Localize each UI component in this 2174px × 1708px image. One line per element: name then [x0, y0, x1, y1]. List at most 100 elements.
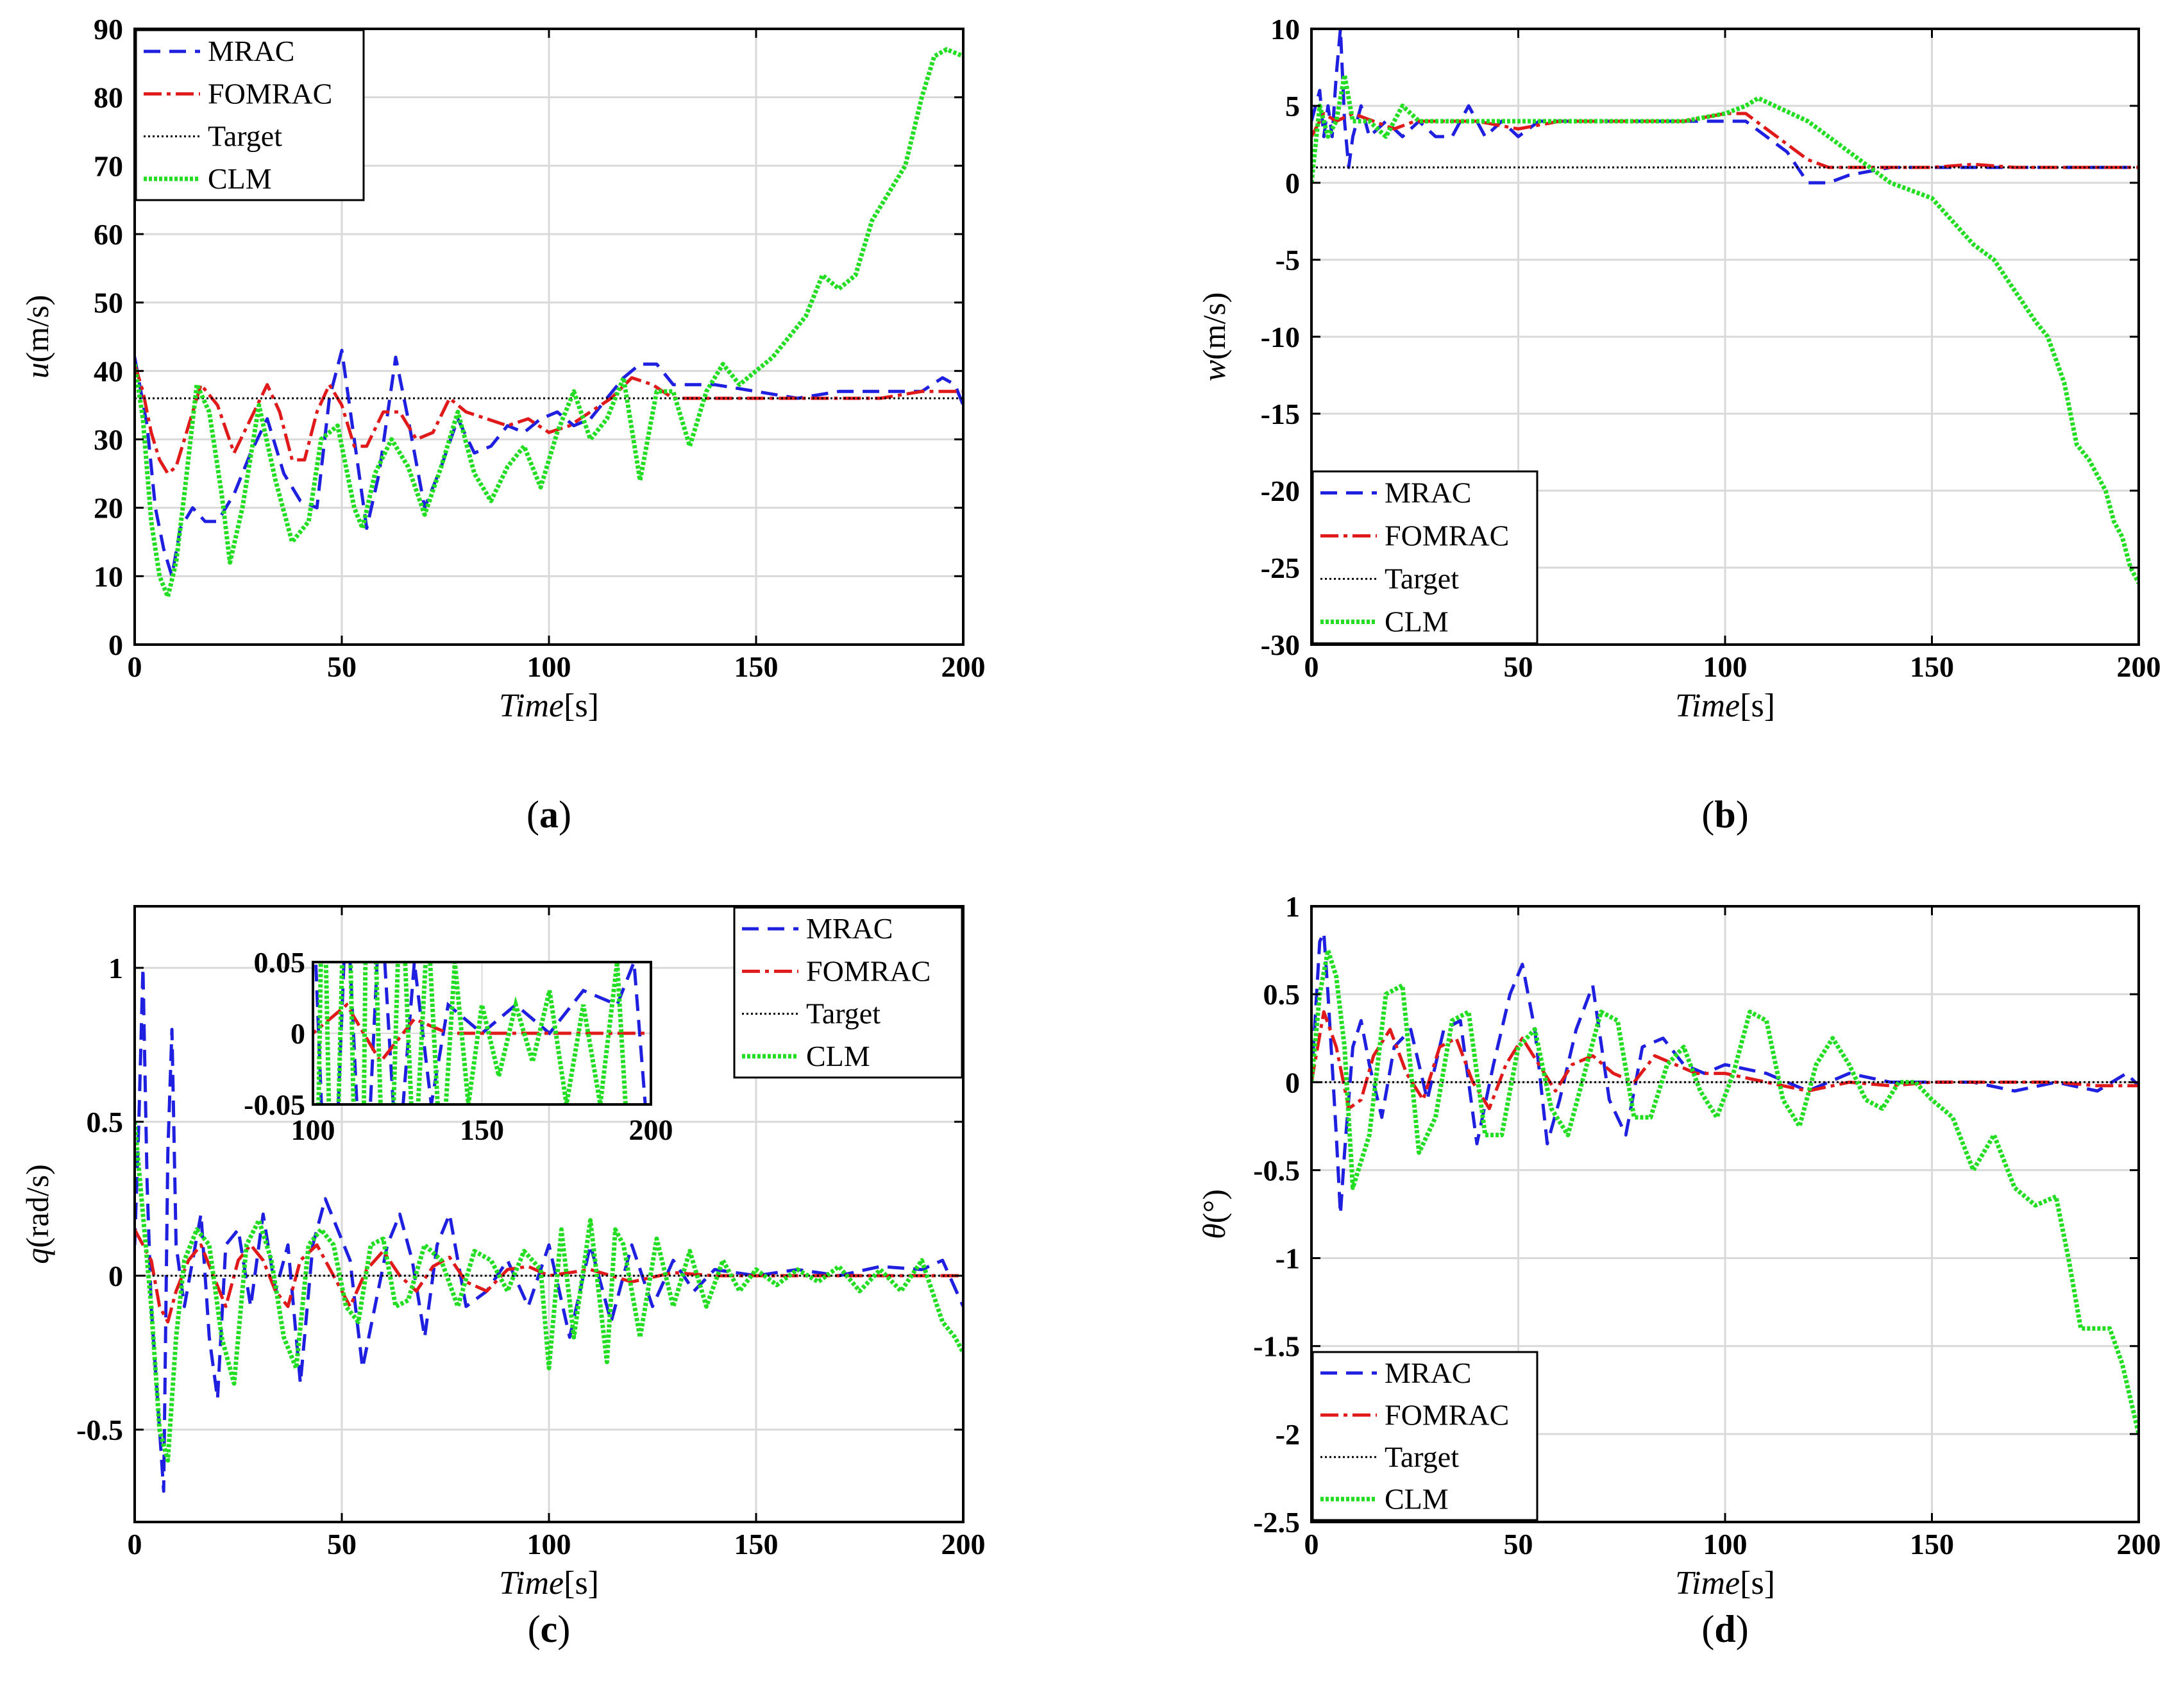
y-tick-label: 80	[94, 81, 123, 114]
y-axis-label-unit: (m/s)	[19, 295, 55, 363]
y-tick-label: -1.5	[1253, 1330, 1300, 1363]
series-group	[1311, 29, 2139, 584]
y-tick-label: -2	[1276, 1418, 1300, 1451]
y-axis-label-var: θ	[1196, 1223, 1232, 1239]
x-tick-label: 0	[1304, 650, 1319, 683]
series-line-mrac	[135, 966, 963, 1493]
series-group	[1311, 931, 2139, 1435]
legend: MRAC FOMRAC Target CLM	[1311, 1351, 1538, 1521]
panel-label-letter: b	[1714, 793, 1735, 836]
x-tick-label: 150	[1910, 1528, 1954, 1560]
x-tick-label: 100	[1703, 650, 1748, 683]
series-line-mrac	[1311, 29, 2139, 185]
legend-label-mrac: MRAC	[806, 912, 893, 945]
x-tick-label: 150	[734, 650, 779, 683]
x-axis-label-var: Time	[499, 1565, 564, 1602]
y-axis-label: w(m/s)	[1196, 292, 1232, 382]
legend: MRAC FOMRAC Target CLM	[135, 29, 365, 201]
y-tick-label: 0	[1285, 1066, 1300, 1099]
x-tick-label: 100	[1703, 1528, 1748, 1560]
x-axis-label: Time[s]	[499, 688, 599, 724]
x-axis-label-unit: [s]	[564, 1565, 599, 1602]
legend-label-fomrac: FOMRAC	[1385, 520, 1509, 552]
x-tick-label: 200	[2117, 1528, 2161, 1560]
y-axis-label-var: u	[19, 362, 55, 378]
y-axis-label-var: q	[19, 1248, 55, 1264]
y-tick-label: -15	[1261, 398, 1300, 430]
x-tick-label: 200	[2117, 650, 2161, 683]
y-tick-label: 0.5	[1263, 978, 1301, 1011]
x-axis-label: Time[s]	[1675, 688, 1775, 724]
x-axis-label: Time[s]	[1675, 1565, 1775, 1602]
x-axis-label-unit: [s]	[1740, 688, 1775, 724]
chart-panel-b: 0 50 100 150 200 -30 -25 -20 -15 -10 -5 0 5 10 Time[s]…	[1196, 13, 2161, 836]
legend: MRAC FOMRAC Target CLM	[733, 906, 963, 1079]
legend-label-target: Target	[1385, 1441, 1459, 1473]
panel-label: (b)	[1701, 793, 1748, 836]
legend-label-target: Target	[1385, 562, 1459, 595]
inset-y-tick-label: 0	[291, 1017, 305, 1050]
legend-label-fomrac: FOMRAC	[208, 77, 332, 110]
legend-box	[135, 29, 365, 201]
y-tick-label: 40	[94, 355, 123, 387]
x-axis-label-var: Time	[1675, 1565, 1740, 1602]
x-tick-label: 150	[734, 1528, 779, 1560]
legend-label-mrac: MRAC	[1385, 477, 1471, 509]
legend-label-target: Target	[208, 120, 282, 153]
x-tick-label: 50	[327, 1528, 357, 1560]
y-tick-label: 0	[1285, 167, 1300, 199]
y-tick-label: 0	[108, 629, 123, 661]
x-tick-label: 200	[941, 1528, 986, 1560]
x-tick-label: 50	[1504, 650, 1533, 683]
x-axis-label-var: Time	[1675, 688, 1740, 724]
y-tick-label: 30	[94, 423, 123, 456]
inset-series-line-fomrac	[313, 1002, 651, 1065]
inset-x-tick-label: 150	[460, 1113, 504, 1146]
y-tick-label: -25	[1261, 552, 1300, 584]
y-axis-label-var: w	[1196, 360, 1232, 381]
y-axis-label-unit: (rad/s)	[19, 1164, 55, 1248]
x-axis-label-var: Time	[499, 688, 564, 724]
panel-label-letter: d	[1714, 1608, 1735, 1650]
inset-frame	[312, 961, 652, 1106]
x-tick-label: 200	[941, 650, 986, 683]
y-axis-label-unit: (°)	[1196, 1189, 1232, 1223]
y-axis-label: θ(°)	[1196, 1189, 1232, 1239]
y-tick-label: 0	[108, 1260, 123, 1292]
y-tick-label: -1	[1276, 1242, 1300, 1275]
inset-series	[313, 962, 651, 1104]
series-line-clm	[135, 47, 963, 599]
y-tick-label: 1	[1285, 890, 1300, 923]
y-tick-label: 10	[1270, 13, 1300, 46]
legend-label-fomrac: FOMRAC	[1385, 1398, 1509, 1431]
y-axis-label: q(rad/s)	[19, 1164, 55, 1264]
legend-label-target: Target	[806, 997, 881, 1030]
inset-y-tick-label: -0.05	[244, 1088, 305, 1121]
y-tick-label: -5	[1276, 244, 1300, 276]
series-group	[135, 47, 963, 599]
series-line-fomrac	[135, 1228, 963, 1324]
legend: MRAC FOMRAC Target CLM	[1311, 470, 1538, 645]
series-line-fomrac	[1311, 112, 2139, 169]
y-axis-label-unit: (m/s)	[1196, 292, 1232, 360]
y-tick-label: 90	[94, 13, 123, 46]
legend-box	[1311, 1351, 1538, 1521]
y-tick-label: -10	[1261, 321, 1300, 353]
panel-label: (c)	[528, 1608, 571, 1650]
y-tick-label: 70	[94, 149, 123, 182]
y-tick-label: -2.5	[1253, 1506, 1300, 1539]
y-axis-label: u(m/s)	[19, 295, 55, 379]
series-line-fomrac	[1311, 1010, 2139, 1110]
inset-axes: 100 150 200 -0.05 0 0.05	[244, 946, 673, 1146]
x-axis-label-unit: [s]	[564, 688, 599, 724]
y-tick-label: 5	[1285, 90, 1300, 123]
y-tick-label: 1	[108, 952, 123, 985]
x-tick-label: 0	[128, 650, 142, 683]
legend-label-clm: CLM	[806, 1040, 870, 1072]
x-tick-label: 0	[128, 1528, 142, 1560]
legend-label-mrac: MRAC	[208, 35, 294, 67]
panel-label-letter: c	[541, 1608, 558, 1650]
legend-label-clm: CLM	[1385, 1482, 1449, 1515]
inset-x-tick-label: 200	[629, 1113, 673, 1146]
